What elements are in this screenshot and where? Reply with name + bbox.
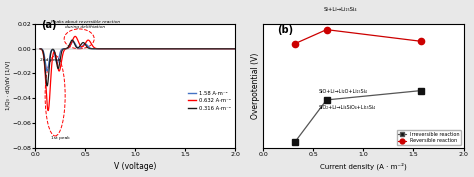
Y-axis label: Overpotential (V): Overpotential (V)	[251, 53, 260, 119]
Text: Peaks about reversible reaction
during delithiation: Peaks about reversible reaction during d…	[51, 20, 120, 29]
Legend: 1.58 A·m⁻², 0.632 A·m⁻², 0.316 A·m⁻²: 1.58 A·m⁻², 0.632 A·m⁻², 0.316 A·m⁻²	[186, 88, 233, 113]
Text: SiO₂+Li→Li₄SiO₄+Li₁₅Si₄: SiO₂+Li→Li₄SiO₄+Li₁₅Si₄	[319, 105, 375, 110]
Text: 2nd peak: 2nd peak	[40, 58, 60, 62]
Y-axis label: 1/Q₀ · dQ/dV [1/V]: 1/Q₀ · dQ/dV [1/V]	[6, 61, 10, 110]
Text: Si+Li→Li₁₅Si₄: Si+Li→Li₁₅Si₄	[323, 7, 357, 12]
X-axis label: V (voltage): V (voltage)	[114, 162, 156, 172]
Text: (a): (a)	[41, 20, 56, 30]
X-axis label: Current density (A · m⁻²): Current density (A · m⁻²)	[320, 162, 407, 170]
Text: 1st peak: 1st peak	[51, 136, 70, 140]
Legend: Irreversible reaction, Reversible reaction: Irreversible reaction, Reversible reacti…	[397, 130, 461, 145]
Text: SiO+Li→Li₂O+Li₁₅Si₄: SiO+Li→Li₂O+Li₁₅Si₄	[319, 89, 367, 94]
Text: (b): (b)	[277, 25, 293, 35]
